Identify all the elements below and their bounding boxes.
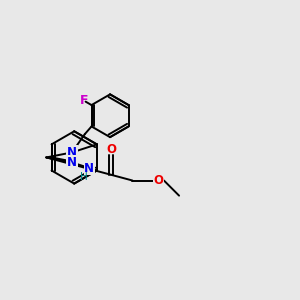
Text: F: F <box>80 94 88 107</box>
Text: N: N <box>67 156 77 169</box>
Text: O: O <box>154 174 164 187</box>
Text: N: N <box>84 162 94 175</box>
Text: N: N <box>67 146 77 159</box>
Text: H: H <box>80 172 88 182</box>
Text: O: O <box>106 143 116 156</box>
